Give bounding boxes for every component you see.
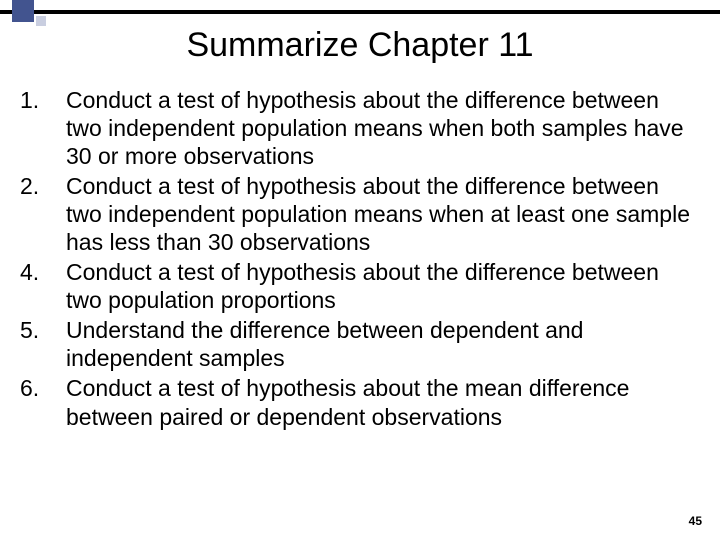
decoration-square-small bbox=[36, 16, 46, 26]
list-item: 2. Conduct a test of hypothesis about th… bbox=[20, 172, 692, 256]
list-item: 6. Conduct a test of hypothesis about th… bbox=[20, 374, 692, 430]
list-text: Understand the difference between depend… bbox=[66, 316, 692, 372]
slide-title: Summarize Chapter 11 bbox=[0, 26, 720, 65]
list-number: 4. bbox=[20, 258, 66, 286]
list-number: 6. bbox=[20, 374, 66, 402]
page-number: 45 bbox=[689, 514, 702, 528]
list-number: 1. bbox=[20, 86, 66, 114]
list-text: Conduct a test of hypothesis about the m… bbox=[66, 374, 692, 430]
list-text: Conduct a test of hypothesis about the d… bbox=[66, 86, 692, 170]
list-text: Conduct a test of hypothesis about the d… bbox=[66, 258, 692, 314]
list-item: 5. Understand the difference between dep… bbox=[20, 316, 692, 372]
list-text: Conduct a test of hypothesis about the d… bbox=[66, 172, 692, 256]
list-item: 4. Conduct a test of hypothesis about th… bbox=[20, 258, 692, 314]
content-list: 1. Conduct a test of hypothesis about th… bbox=[20, 86, 692, 433]
list-number: 2. bbox=[20, 172, 66, 200]
list-number: 5. bbox=[20, 316, 66, 344]
decoration-bar bbox=[0, 10, 720, 14]
list-item: 1. Conduct a test of hypothesis about th… bbox=[20, 86, 692, 170]
decoration-square-large bbox=[12, 0, 34, 22]
